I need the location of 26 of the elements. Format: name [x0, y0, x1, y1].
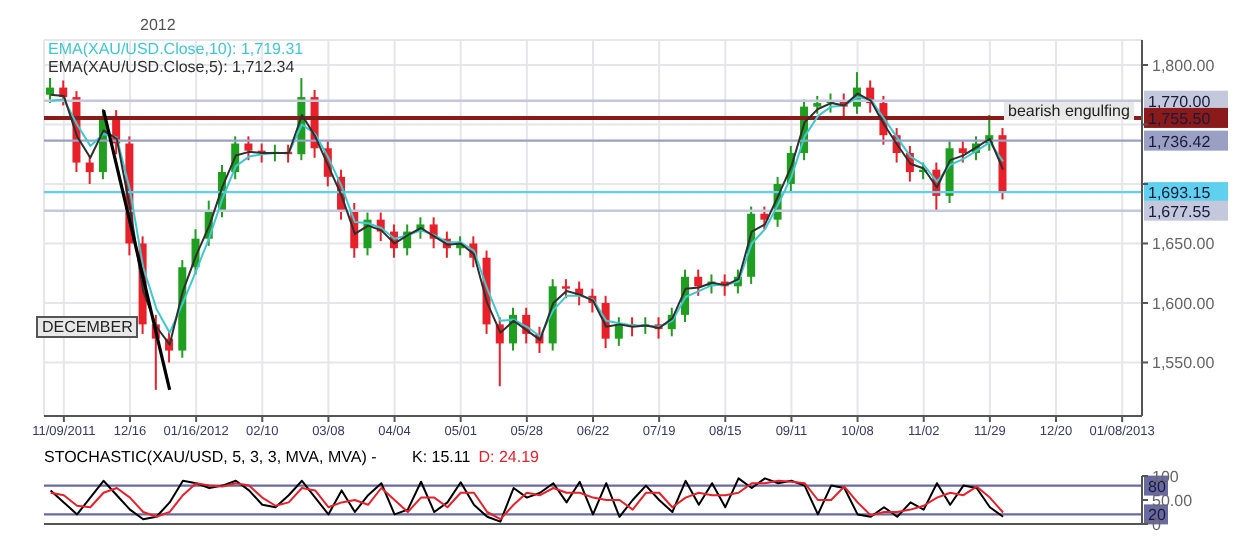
ref-line-label: 1,677.55: [1148, 202, 1212, 221]
series-label: D: 24.19: [478, 448, 539, 466]
candlestick: [760, 205, 769, 231]
ref-line-label: 1,770.00: [1148, 92, 1212, 111]
candlestick: [46, 77, 54, 105]
y-tick-label: 1,550.00: [1152, 354, 1216, 373]
annotation: bearish engulfing: [1004, 102, 1134, 120]
y-tick-label: 50.00: [1152, 491, 1194, 510]
candlestick: [694, 268, 703, 297]
y-tick-label: 1,800.00: [1152, 56, 1216, 75]
candlestick: [85, 154, 94, 185]
text: 2012: [140, 16, 176, 34]
text: EMA(XAU/USD.Close,10): 1,719.31: [48, 40, 304, 58]
ref-line-label: 1,693.15: [1148, 184, 1212, 203]
candlestick: [614, 316, 623, 347]
y-tick-label: 1,600.00: [1152, 294, 1216, 313]
ref-line-label: 1,736.42: [1148, 132, 1212, 151]
y-tick-label: 1,650.00: [1152, 235, 1216, 254]
candlestick: [958, 140, 967, 164]
annotation: DECEMBER: [36, 316, 139, 338]
series-label: K: 15.11: [412, 448, 471, 466]
candlestick: [244, 135, 253, 162]
candlestick: [561, 278, 570, 300]
series-label: EMA(XAU/USD.Close,5): 1,712.34: [48, 58, 297, 76]
chart-title: STOCHASTIC(XAU/USD, 5, 3, 3, MVA, MVA) -: [44, 448, 377, 466]
ref-line-label: 1,755.50: [1148, 109, 1212, 128]
